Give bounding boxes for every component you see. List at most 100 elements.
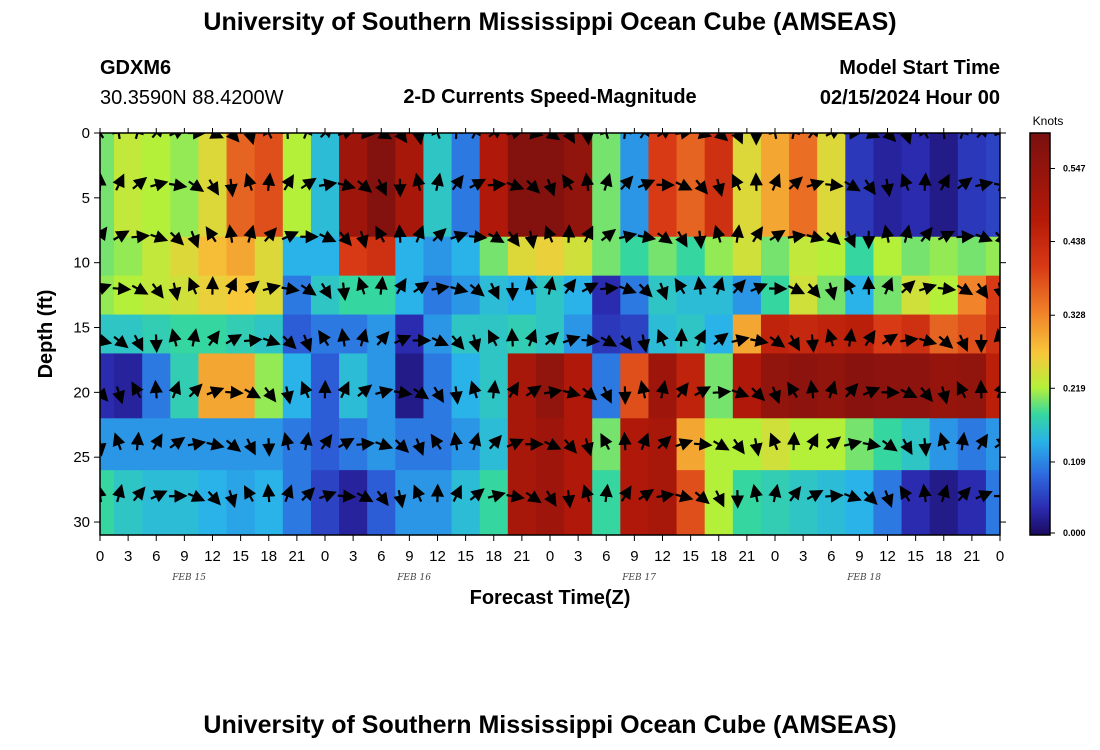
heatmap-cell <box>367 353 396 419</box>
heatmap-cell <box>564 353 593 419</box>
current-arrow <box>187 328 201 347</box>
x-tick-label: 15 <box>907 548 924 565</box>
current-arrow <box>788 176 804 191</box>
heatmap-cell <box>395 470 425 535</box>
current-arrow <box>637 230 657 244</box>
current-arrow <box>299 431 313 451</box>
current-arrow <box>374 276 388 295</box>
heatmap-cell <box>100 133 115 238</box>
current-arrow <box>131 282 149 295</box>
current-arrow <box>450 484 462 502</box>
x-tick-label: 3 <box>124 548 132 565</box>
current-arrow <box>712 178 725 198</box>
heatmap-cell <box>100 418 115 471</box>
current-arrow <box>526 179 541 194</box>
current-arrow <box>937 230 955 243</box>
heatmap-cell <box>114 275 143 316</box>
current-arrow <box>656 231 673 245</box>
heatmap-cell <box>620 314 650 355</box>
current-arrow <box>280 386 294 405</box>
current-arrow <box>956 282 974 296</box>
x-tick-label: 0 <box>996 548 1004 565</box>
heatmap-cell <box>985 236 1000 277</box>
heatmap-cell <box>676 314 706 355</box>
heatmap-cell <box>817 275 846 316</box>
x-axis: 0 3 6 9 12 15 18 21 0 3 6 9 12 15 18 21 0 3 6 9 12 15 18 21 0 3 6 9… <box>96 128 1004 583</box>
current-arrow <box>599 172 613 191</box>
current-arrow <box>394 277 407 295</box>
heatmap-cell <box>789 275 818 316</box>
heatmap-cell <box>451 470 481 535</box>
current-arrow <box>262 172 276 191</box>
current-arrow <box>769 432 782 451</box>
current-arrow <box>506 231 520 248</box>
heatmap-cell <box>198 353 228 419</box>
page-title: University of Southern Mississippi Ocean… <box>203 8 897 36</box>
current-arrow <box>544 490 557 507</box>
x-tick-label: 21 <box>289 548 306 565</box>
current-arrow <box>468 334 482 353</box>
x-tick-label: 3 <box>799 548 807 565</box>
current-arrow <box>150 490 168 503</box>
heatmap-cell <box>226 470 256 535</box>
current-arrow <box>994 133 1000 140</box>
current-arrow <box>262 282 281 296</box>
current-arrow <box>112 281 132 296</box>
current-arrow <box>168 282 182 301</box>
current-arrow <box>694 386 712 399</box>
heatmap-cell <box>648 314 678 355</box>
current-arrow <box>169 231 185 246</box>
y-tick-label: 5 <box>82 190 90 207</box>
current-arrow <box>431 386 445 404</box>
colorbar-tick-label: 0.109 <box>1063 457 1086 467</box>
heatmap-cell <box>254 236 284 277</box>
current-arrow <box>938 335 954 349</box>
current-arrow <box>131 381 144 399</box>
current-arrow <box>243 485 257 502</box>
heatmap-cell <box>226 314 256 355</box>
current-arrow <box>562 224 576 243</box>
heatmap-cell <box>367 470 396 535</box>
heatmap-cell <box>100 314 115 355</box>
current-arrow <box>694 490 710 505</box>
current-arrow <box>580 133 595 146</box>
current-arrow <box>337 133 356 140</box>
current-arrow <box>393 224 407 243</box>
current-arrow <box>131 334 144 352</box>
colorbar-unit: Knots <box>1033 114 1064 128</box>
current-arrow <box>562 334 581 347</box>
current-arrow <box>488 133 504 139</box>
heatmap-cell <box>564 470 593 535</box>
heatmap-cell <box>170 236 200 277</box>
current-arrow <box>993 380 1000 399</box>
current-arrow <box>169 436 186 450</box>
x-tick-label: 21 <box>514 548 531 565</box>
x-tick-label: 18 <box>710 548 727 565</box>
current-arrow <box>696 133 713 140</box>
heatmap-cell <box>564 314 593 355</box>
current-arrow <box>375 490 389 507</box>
current-arrow <box>318 329 331 347</box>
current-arrow <box>976 133 990 139</box>
x-tick-label: 9 <box>180 548 188 565</box>
current-arrow <box>806 133 821 139</box>
current-arrow <box>656 133 674 139</box>
current-arrow <box>168 178 188 192</box>
heatmap-cell <box>789 236 818 277</box>
heatmap-cell <box>957 236 987 277</box>
heatmap-cell <box>423 353 453 419</box>
current-arrow <box>712 490 725 508</box>
heatmap-cell <box>254 353 284 419</box>
current-arrow <box>730 224 744 243</box>
current-arrow <box>524 328 538 347</box>
current-arrow <box>694 179 709 195</box>
current-arrow <box>132 486 146 502</box>
current-arrow <box>375 437 394 451</box>
heatmap-cell <box>310 470 340 535</box>
heatmap-cell <box>507 470 537 535</box>
current-arrow <box>487 282 500 300</box>
current-arrow <box>544 225 557 243</box>
current-arrow <box>506 438 524 451</box>
current-arrow <box>355 328 369 347</box>
current-arrow <box>431 133 444 139</box>
